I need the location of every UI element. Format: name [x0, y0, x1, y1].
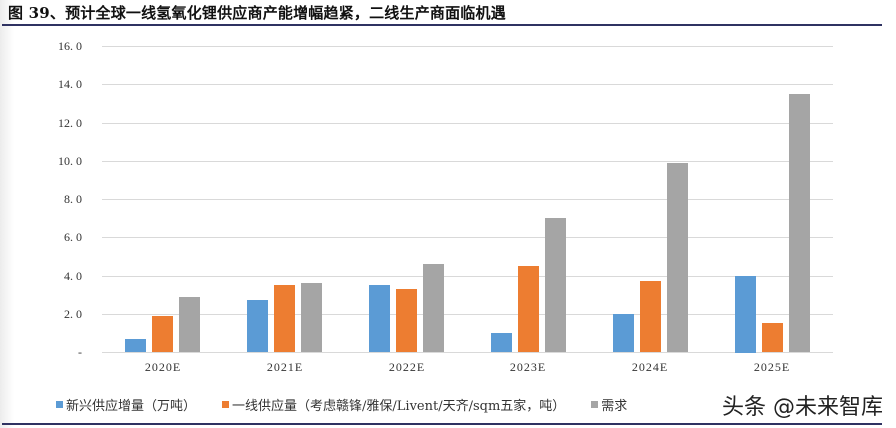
gridline — [102, 352, 833, 353]
bar-2024E-series-2 — [640, 281, 661, 352]
x-tick-label: 2024E — [631, 360, 669, 374]
y-tick-label: 14. 0 — [58, 77, 82, 91]
bar-2024E-series-3 — [667, 163, 688, 352]
bar-2025E-series-2 — [762, 323, 783, 352]
gridline — [102, 276, 833, 277]
gridline — [102, 314, 833, 315]
legend-label: 一线供应量（考虑赣锋/雅保/Livent/天齐/sqm五家，吨） — [232, 398, 566, 414]
legend-label: 新兴供应增量（万吨） — [66, 398, 197, 414]
gridline — [102, 46, 833, 47]
legend-label: 需求 — [601, 398, 628, 414]
x-tick-label: 2022E — [388, 360, 426, 374]
y-tick-label: 16. 0 — [58, 39, 82, 53]
legend-swatch-icon — [591, 400, 599, 408]
bar-2020E-series-3 — [179, 297, 200, 352]
bar-2020E-series-1 — [125, 339, 146, 352]
legend-swatch-icon — [56, 400, 63, 408]
bar-2021E-series-1 — [247, 300, 268, 352]
y-tick-label: 12. 0 — [58, 116, 82, 130]
title-rule — [2, 24, 882, 26]
y-tick-label: 8. 0 — [64, 192, 82, 206]
y-tick-label: 10. 0 — [58, 154, 82, 168]
legend-item: 需求 — [591, 395, 627, 414]
legend-swatch-icon — [222, 400, 230, 408]
bar-2020E-series-2 — [152, 316, 173, 352]
x-tick-label: 2021E — [266, 360, 304, 374]
bar-2025E-series-3 — [789, 94, 810, 352]
bottom-rule — [2, 423, 882, 425]
bar-2024E-series-1 — [613, 314, 634, 352]
x-tick-label: 2023E — [509, 360, 547, 374]
y-tick-label: 6. 0 — [64, 230, 82, 244]
bar-2023E-series-3 — [545, 218, 566, 352]
gridline — [102, 237, 833, 238]
watermark: 头条 @未来智库 — [722, 395, 883, 420]
chart-legend: 新兴供应增量（万吨） 一线供应量（考虑赣锋/雅保/Livent/天齐/sqm五家，… — [56, 395, 653, 414]
figure-title: 图 39、预计全球一线氢氧化锂供应商产能增幅趋紧，二线生产商面临机遇 — [8, 4, 506, 22]
bar-2025E-series-1 — [735, 276, 756, 353]
y-tick-label: 4. 0 — [64, 269, 82, 283]
x-tick-label: 2020E — [144, 360, 182, 374]
gridline — [102, 199, 833, 200]
bar-2023E-series-2 — [518, 266, 539, 352]
gridline — [102, 123, 833, 124]
bar-2022E-series-3 — [423, 264, 444, 352]
gridline — [102, 161, 833, 162]
x-tick-label: 2025E — [753, 360, 791, 374]
y-tick-label: - — [78, 345, 82, 359]
bar-2022E-series-1 — [369, 285, 390, 352]
bar-2021E-series-3 — [301, 283, 322, 352]
bar-2021E-series-2 — [274, 285, 295, 352]
y-tick-label: 2. 0 — [64, 307, 82, 321]
legend-item: 一线供应量（考虑赣锋/雅保/Livent/天齐/sqm五家，吨） — [222, 395, 565, 414]
bar-2022E-series-2 — [396, 289, 417, 352]
gridline — [102, 84, 833, 85]
left-margin-shade — [0, 0, 14, 428]
bar-2023E-series-1 — [491, 333, 512, 352]
legend-item: 新兴供应增量（万吨） — [56, 395, 196, 414]
